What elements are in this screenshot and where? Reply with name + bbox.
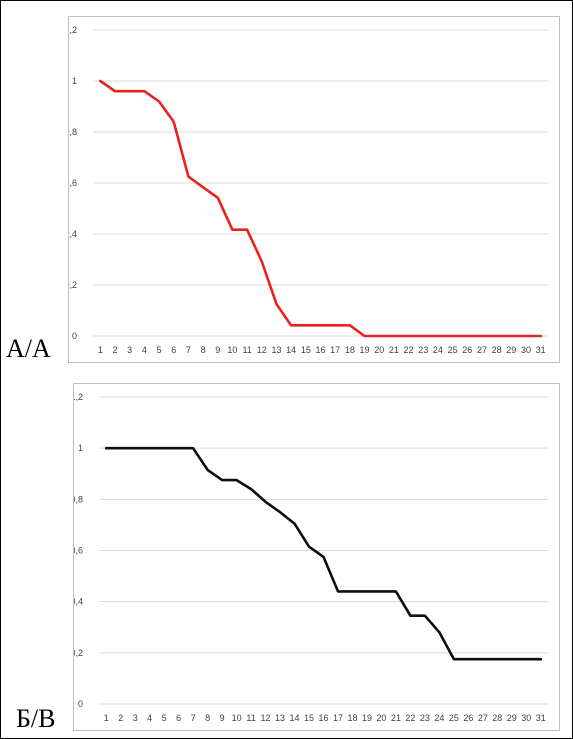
x-tick-label: 9	[215, 345, 220, 355]
y-tick-label: 0	[78, 699, 83, 709]
x-tick-label: 22	[405, 713, 415, 723]
chart-panel-a: 00,20,40,60,811,212345678910111213141516…	[68, 16, 560, 363]
x-tick-label: 29	[506, 345, 516, 355]
x-tick-label: 18	[347, 713, 357, 723]
x-tick-label: 10	[232, 713, 242, 723]
x-tick-label: 4	[142, 345, 147, 355]
x-tick-label: 26	[463, 713, 473, 723]
x-tick-label: 25	[448, 345, 458, 355]
x-tick-label: 2	[118, 713, 123, 723]
y-tick-label: 0,4	[74, 597, 83, 607]
x-tick-label: 5	[162, 713, 167, 723]
x-tick-label: 3	[127, 345, 132, 355]
y-tick-label: 0,2	[69, 280, 77, 290]
x-tick-label: 2	[113, 345, 118, 355]
x-tick-label: 23	[420, 713, 430, 723]
x-tick-label: 14	[290, 713, 300, 723]
x-tick-label: 13	[271, 345, 281, 355]
x-tick-label: 20	[376, 713, 386, 723]
x-tick-label: 24	[434, 713, 444, 723]
x-tick-label: 27	[477, 345, 487, 355]
x-tick-label: 15	[304, 713, 314, 723]
x-tick-label: 21	[389, 345, 399, 355]
x-tick-label: 18	[345, 345, 355, 355]
y-tick-label: 0,6	[74, 546, 83, 556]
x-tick-label: 1	[104, 713, 109, 723]
y-tick-label: 0,4	[69, 229, 77, 239]
x-tick-label: 6	[176, 713, 181, 723]
y-tick-label: 1	[72, 76, 77, 86]
y-tick-label: 1,2	[74, 392, 83, 402]
x-tick-label: 19	[360, 345, 370, 355]
x-tick-label: 29	[507, 713, 517, 723]
x-tick-label: 11	[246, 713, 255, 723]
chart-b-plot: 00,20,40,60,811,212345678910111213141516…	[74, 392, 548, 723]
x-tick-label: 8	[205, 713, 210, 723]
y-tick-label: 0,8	[74, 494, 83, 504]
x-tick-label: 5	[157, 345, 162, 355]
x-tick-label: 30	[521, 345, 531, 355]
y-tick-label: 0,2	[74, 648, 83, 658]
x-tick-label: 28	[492, 713, 502, 723]
x-tick-label: 31	[536, 713, 546, 723]
series-line	[98, 79, 543, 338]
x-tick-label: 16	[318, 713, 328, 723]
y-tick-label: 0,6	[69, 178, 77, 188]
x-tick-label: 16	[315, 345, 325, 355]
x-tick-label: 12	[261, 713, 271, 723]
x-tick-label: 22	[404, 345, 414, 355]
panel-label-a: А/А	[6, 334, 51, 363]
x-tick-label: 24	[433, 345, 443, 355]
x-tick-label: 17	[330, 345, 340, 355]
x-tick-label: 25	[449, 713, 459, 723]
x-tick-label: 26	[462, 345, 472, 355]
x-tick-label: 27	[478, 713, 488, 723]
x-tick-label: 30	[521, 713, 531, 723]
chart-panel-b: 00,20,40,60,811,212345678910111213141516…	[73, 383, 560, 731]
y-tick-label: 0,8	[69, 127, 77, 137]
x-tick-label: 23	[418, 345, 428, 355]
panel-label-b: Б/В	[16, 704, 56, 733]
chart-a-plot: 00,20,40,60,811,212345678910111213141516…	[69, 25, 548, 355]
y-tick-label: 1	[78, 443, 83, 453]
x-tick-label: 28	[492, 345, 502, 355]
series-line	[104, 446, 543, 661]
x-tick-label: 6	[171, 345, 176, 355]
x-tick-label: 15	[301, 345, 311, 355]
x-tick-label: 17	[333, 713, 343, 723]
x-tick-label: 4	[147, 713, 152, 723]
x-tick-label: 12	[257, 345, 267, 355]
x-tick-label: 20	[374, 345, 384, 355]
x-tick-label: 9	[220, 713, 225, 723]
x-tick-label: 7	[191, 713, 196, 723]
x-tick-label: 21	[391, 713, 401, 723]
x-tick-label: 31	[536, 345, 546, 355]
y-tick-label: 1,2	[69, 25, 77, 35]
x-tick-label: 7	[186, 345, 191, 355]
x-tick-label: 10	[227, 345, 237, 355]
x-tick-label: 19	[362, 713, 372, 723]
y-tick-label: 0	[72, 331, 77, 341]
x-tick-label: 1	[98, 345, 103, 355]
x-tick-label: 13	[275, 713, 285, 723]
x-tick-label: 8	[201, 345, 206, 355]
x-tick-label: 11	[242, 345, 251, 355]
x-tick-label: 3	[133, 713, 138, 723]
x-tick-label: 14	[286, 345, 296, 355]
